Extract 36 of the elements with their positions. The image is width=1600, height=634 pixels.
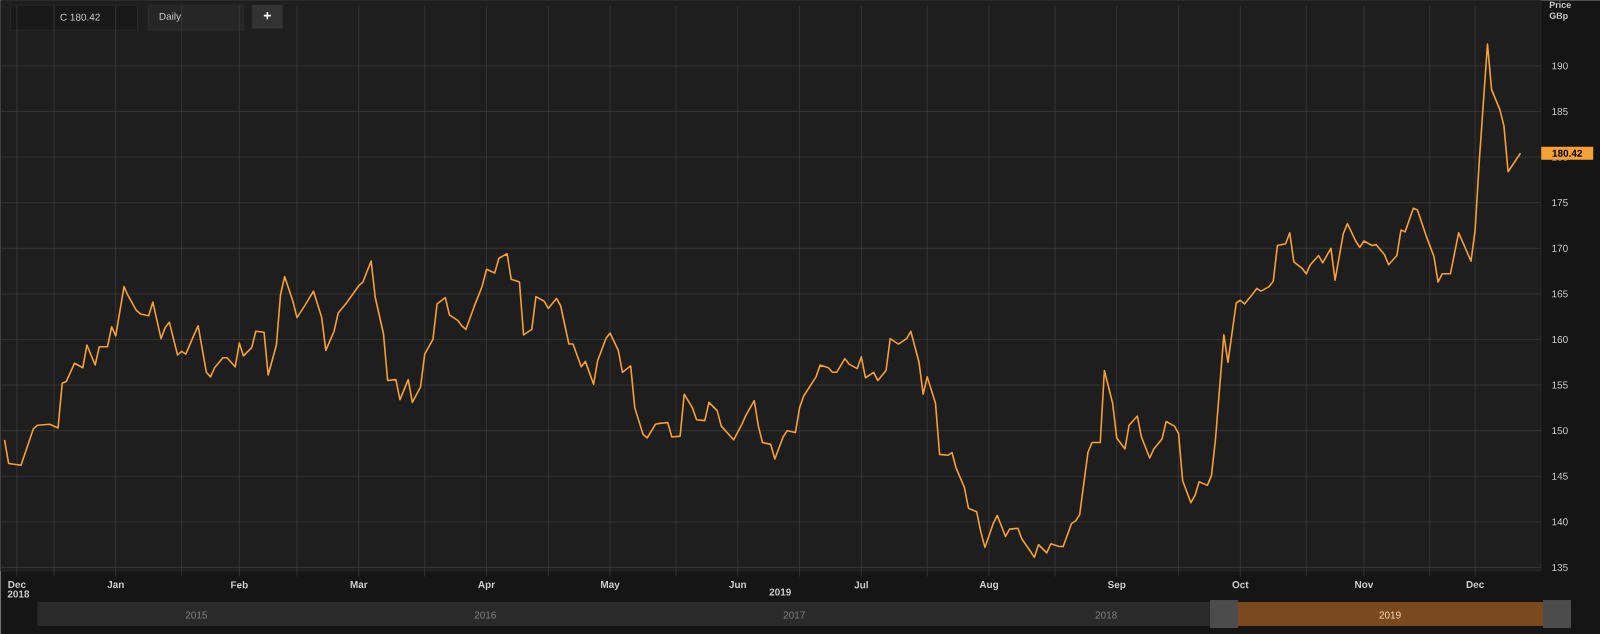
x-tick-label: Jul <box>854 581 868 589</box>
text: 2018 <box>7 590 30 598</box>
y-tick-label: 170 <box>1552 244 1568 252</box>
text: 2017 <box>783 611 805 619</box>
annotation: + <box>263 12 271 20</box>
y-tick-label: 135 <box>1552 563 1568 571</box>
annotation: Daily <box>159 12 182 22</box>
x-tick-label: Jun <box>729 581 746 589</box>
y-tick-label: 140 <box>1552 518 1568 526</box>
x-tick-label: Oct <box>1232 581 1249 589</box>
y-axis-title: Price GBp <box>1549 1 1571 21</box>
x-tick-label: Dec <box>8 581 26 589</box>
x-tick-label: Nov <box>1355 581 1374 589</box>
y-tick-label: 190 <box>1552 62 1568 70</box>
y-tick-label: 175 <box>1552 199 1568 207</box>
text: 2019 <box>1379 611 1401 619</box>
x-tick-label: Apr <box>478 581 495 590</box>
x-tick-label: Feb <box>231 581 248 589</box>
y-tick-label: 155 <box>1552 381 1568 389</box>
text: 2015 <box>185 611 208 619</box>
x-tick-label: Aug <box>979 581 999 591</box>
annotation: C 180.42 <box>60 13 100 21</box>
text: 2018 <box>1095 611 1117 619</box>
y-tick-label: 185 <box>1552 107 1568 116</box>
x-tick-label: Dec <box>1466 581 1484 589</box>
x-tick-label: Mar <box>350 581 368 589</box>
x-tick-label: May <box>601 581 620 590</box>
x-tick-label: Jan <box>107 581 124 589</box>
text: 2016 <box>474 611 496 619</box>
text: 2019 <box>769 588 791 596</box>
text: 180.42 <box>1552 149 1583 157</box>
y-tick-label: 160 <box>1552 335 1568 343</box>
y-tick-label: 150 <box>1552 427 1568 435</box>
x-tick-label: Sep <box>1107 581 1126 591</box>
y-tick-label: 165 <box>1552 290 1568 298</box>
y-tick-label: 145 <box>1552 472 1568 480</box>
